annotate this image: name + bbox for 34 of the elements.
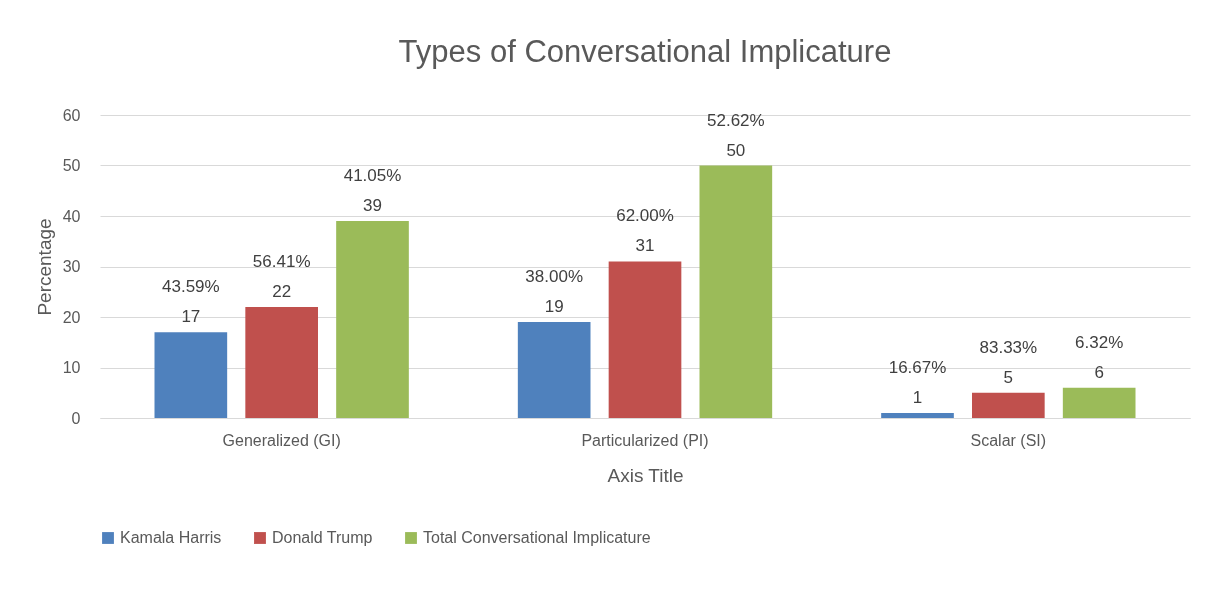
bar [881,412,954,418]
data-label: 52.62% 50 [707,110,765,160]
bar [336,221,409,418]
data-label: 56.41% 22 [252,251,311,301]
data-label: 41.05% 39 [343,166,402,216]
bar [245,306,318,418]
bar [154,332,228,418]
y-tick-label: 40 [62,207,81,225]
x-axis-title: Axis Title [607,464,684,486]
data-label: 38.00% 19 [525,267,583,317]
chart-title: Types of Conversational Implicature [398,34,892,69]
data-label: 83.33% 5 [979,337,1038,387]
y-tick-label: 0 [71,409,81,427]
bar [1062,387,1136,418]
bar [699,165,773,418]
data-label: 16.67% 1 [888,357,947,407]
y-tick-label: 60 [62,106,81,124]
data-label: 43.59% 17 [162,277,220,327]
bar [517,322,591,418]
x-tick-label: Generalized (GI) [222,431,341,449]
legend-label: Donald Trump [272,529,373,546]
legend-label: Kamala Harris [120,529,222,546]
y-tick-label: 20 [62,308,81,326]
y-axis-title: Percentage [33,218,55,316]
data-label: 62.00% 31 [616,206,674,256]
legend-label: Total Conversational Implicature [423,529,651,546]
y-tick-label: 30 [62,258,81,275]
x-tick-label: Scalar (SI) [970,431,1047,449]
bar [608,261,682,418]
y-tick-label: 10 [62,359,81,376]
x-tick-label: Particularized (PI) [581,431,709,449]
bar [972,392,1045,418]
y-tick-label: 50 [62,157,81,174]
data-label: 6.32% 6 [1075,332,1124,382]
